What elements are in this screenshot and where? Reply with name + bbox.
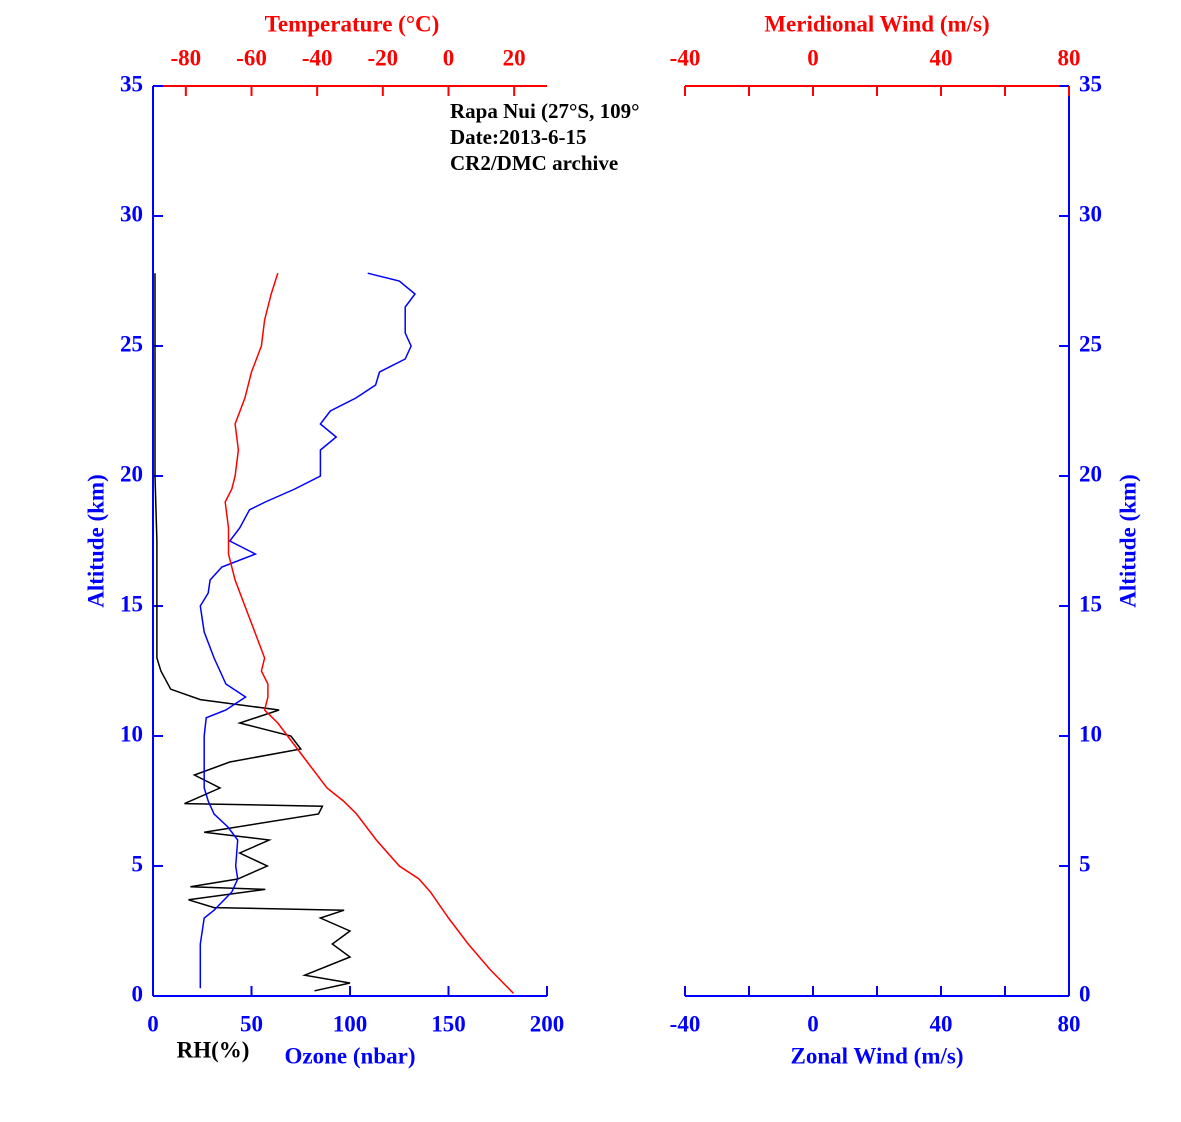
x-tick-label: -40 <box>302 45 333 70</box>
y-tick-label: 0 <box>1079 981 1091 1006</box>
y-tick-label: 25 <box>1079 331 1102 356</box>
x-tick-label: 80 <box>1058 1011 1081 1036</box>
x-tick-label: 0 <box>807 1011 819 1036</box>
x-axis-label: Zonal Wind (m/s) <box>791 1043 964 1068</box>
x-tick-label: 50 <box>240 1011 263 1036</box>
profile-line <box>199 272 417 989</box>
top-axis-label: Meridional Wind (m/s) <box>764 11 989 36</box>
profile-line <box>154 273 352 992</box>
y-tick-label: 20 <box>120 461 143 486</box>
y-tick-label: 15 <box>1079 591 1102 616</box>
x-tick-label: 0 <box>807 45 819 70</box>
x-tick-label: -60 <box>236 45 267 70</box>
x-tick-label: 40 <box>930 1011 953 1036</box>
x-tick-label: 0 <box>147 1011 159 1036</box>
y-tick-label: 0 <box>132 981 144 1006</box>
annotation: Rapa Nui (27°S, 109° <box>450 99 640 123</box>
y-tick-label: 30 <box>120 201 143 226</box>
x-tick-label: 100 <box>333 1011 368 1036</box>
y-tick-label: 10 <box>1079 721 1102 746</box>
x-tick-label: 150 <box>431 1011 466 1036</box>
y-tick-label: 25 <box>120 331 143 356</box>
x-tick-label: 20 <box>503 45 526 70</box>
y-tick-label: 10 <box>120 721 143 746</box>
x-tick-label: -40 <box>670 1011 701 1036</box>
x-tick-label: 40 <box>930 45 953 70</box>
annotation: CR2/DMC archive <box>450 151 618 175</box>
top-axis-label: Temperature (°C) <box>265 11 440 36</box>
y-axis-label: Altitude (km) <box>1115 474 1140 608</box>
y-tick-label: 20 <box>1079 461 1102 486</box>
annotation: Date:2013-6-15 <box>450 125 586 149</box>
y-tick-label: 30 <box>1079 201 1102 226</box>
x-tick-label: -40 <box>670 45 701 70</box>
y-tick-label: 35 <box>1079 71 1102 96</box>
y-tick-label: 5 <box>1079 851 1091 876</box>
profile-line <box>224 272 515 994</box>
rh-axis-label: RH(%) <box>177 1037 250 1062</box>
x-tick-label: 0 <box>443 45 455 70</box>
y-tick-label: 15 <box>120 591 143 616</box>
x-tick-label: 80 <box>1058 45 1081 70</box>
y-tick-label: 35 <box>120 71 143 96</box>
x-axis-label: Ozone (nbar) <box>285 1043 416 1068</box>
y-axis-label: Altitude (km) <box>83 474 108 608</box>
x-tick-label: -80 <box>170 45 201 70</box>
x-tick-label: -20 <box>367 45 398 70</box>
y-tick-label: 5 <box>132 851 144 876</box>
x-tick-label: 200 <box>530 1011 565 1036</box>
